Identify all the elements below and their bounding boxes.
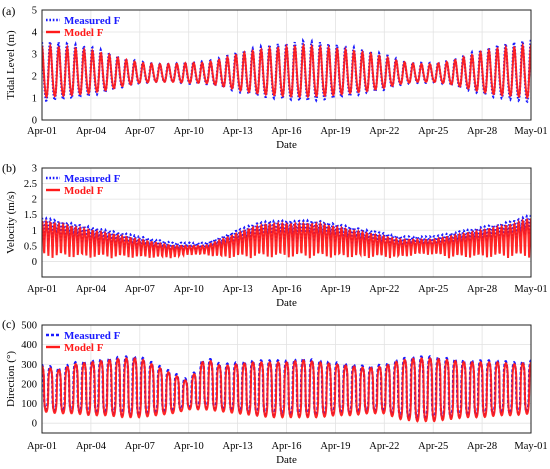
y-tick-label: 2 (32, 72, 37, 83)
legend-label: Measured F (64, 15, 121, 27)
x-tick-label: Apr-07 (125, 441, 155, 452)
x-tick-label: Apr-16 (271, 126, 301, 137)
plot-frame (41, 324, 532, 434)
y-tick-label: 0.5 (24, 241, 37, 252)
series-line-model (42, 356, 531, 423)
x-tick-label: Apr-01 (27, 441, 57, 452)
x-tick-label: Apr-28 (467, 284, 497, 295)
x-tick-label: Apr-16 (271, 284, 301, 295)
x-tick-label: Apr-10 (174, 126, 204, 137)
x-tick-label: Apr-19 (320, 126, 350, 137)
x-tick-label: Apr-10 (174, 441, 204, 452)
x-tick-label: Apr-01 (27, 126, 57, 137)
y-tick-label: 400 (21, 340, 37, 351)
x-tick-label: Apr-19 (320, 284, 350, 295)
x-tick-label: Apr-22 (369, 126, 399, 137)
x-tick-label: Apr-01 (27, 284, 57, 295)
x-tick-label: Apr-28 (467, 126, 497, 137)
y-tick-label: 3 (32, 164, 37, 175)
series-line-model (42, 218, 531, 259)
y-tick-label: 0 (32, 419, 37, 430)
y-tick-label: 5 (32, 6, 37, 17)
x-tick-label: Apr-22 (369, 441, 399, 452)
legend-label: Model F (64, 27, 104, 39)
x-axis-label: Date (276, 297, 297, 309)
x-tick-label: Apr-25 (418, 284, 448, 295)
y-tick-label: 1 (32, 94, 37, 105)
x-tick-label: Apr-07 (125, 284, 155, 295)
y-tick-label: 0 (32, 257, 37, 268)
x-tick-label: Apr-25 (418, 126, 448, 137)
y-tick-label: 3 (32, 50, 37, 61)
y-tick-label: 200 (21, 379, 37, 390)
y-axis-label: Tidal Level (m) (5, 30, 17, 100)
y-axis-label: Velocity (m/s) (5, 191, 17, 254)
x-tick-label: Apr-22 (369, 284, 399, 295)
series-line-model (42, 42, 531, 100)
legend-label: Model F (64, 342, 104, 354)
x-tick-label: Apr-07 (125, 126, 155, 137)
y-tick-label: 1.5 (24, 210, 37, 221)
y-tick-label: 0 (32, 116, 37, 127)
legend-label: Measured F (64, 173, 121, 185)
panel-b: 0 0.5 1 1.5 2 2.5 3 Apr-01 Apr-04 Apr-07 Apr-10 Apr… (2, 161, 548, 309)
legend-label: Model F (64, 185, 104, 197)
x-tick-label: Apr-19 (320, 441, 350, 452)
plot-frame (41, 167, 532, 278)
x-tick-label: Apr-16 (271, 441, 301, 452)
x-tick-label: May-01 (514, 126, 547, 137)
x-tick-label: May-01 (514, 441, 547, 452)
panel-letter: (a) (2, 4, 15, 18)
x-axis-label: Date (276, 454, 297, 466)
y-tick-label: 500 (21, 321, 37, 332)
y-tick-label: 100 (21, 399, 37, 410)
legend-label: Measured F (64, 330, 121, 342)
y-axis-label: Direction (°) (5, 351, 17, 407)
y-tick-label: 2.5 (24, 179, 37, 190)
y-tick-label: 1 (32, 226, 37, 237)
y-tick-label: 300 (21, 360, 37, 371)
x-tick-label: Apr-13 (223, 284, 253, 295)
panel-letter: (c) (2, 317, 15, 331)
x-tick-label: Apr-04 (76, 126, 107, 137)
x-tick-label: Apr-13 (223, 126, 253, 137)
x-tick-label: Apr-04 (76, 441, 107, 452)
x-tick-label: Apr-28 (467, 441, 497, 452)
x-tick-label: Apr-25 (418, 441, 448, 452)
x-tick-label: May-01 (514, 284, 547, 295)
x-tick-label: Apr-13 (223, 441, 253, 452)
x-tick-label: Apr-04 (76, 284, 107, 295)
y-tick-label: 4 (32, 28, 38, 39)
x-axis-label: Date (276, 139, 297, 151)
plot-frame (41, 9, 532, 121)
y-tick-label: 2 (32, 195, 37, 206)
panel-a: 0 1 2 3 4 5 Apr-01 Apr-04 Apr-07 Apr-10 Apr-13 Apr-… (2, 4, 548, 151)
panel-letter: (b) (2, 161, 16, 175)
panel-c: 0 100 200 300 400 500 Apr-01 Apr-04 Apr-07 Apr-10… (2, 317, 548, 466)
x-tick-label: Apr-10 (174, 284, 204, 295)
